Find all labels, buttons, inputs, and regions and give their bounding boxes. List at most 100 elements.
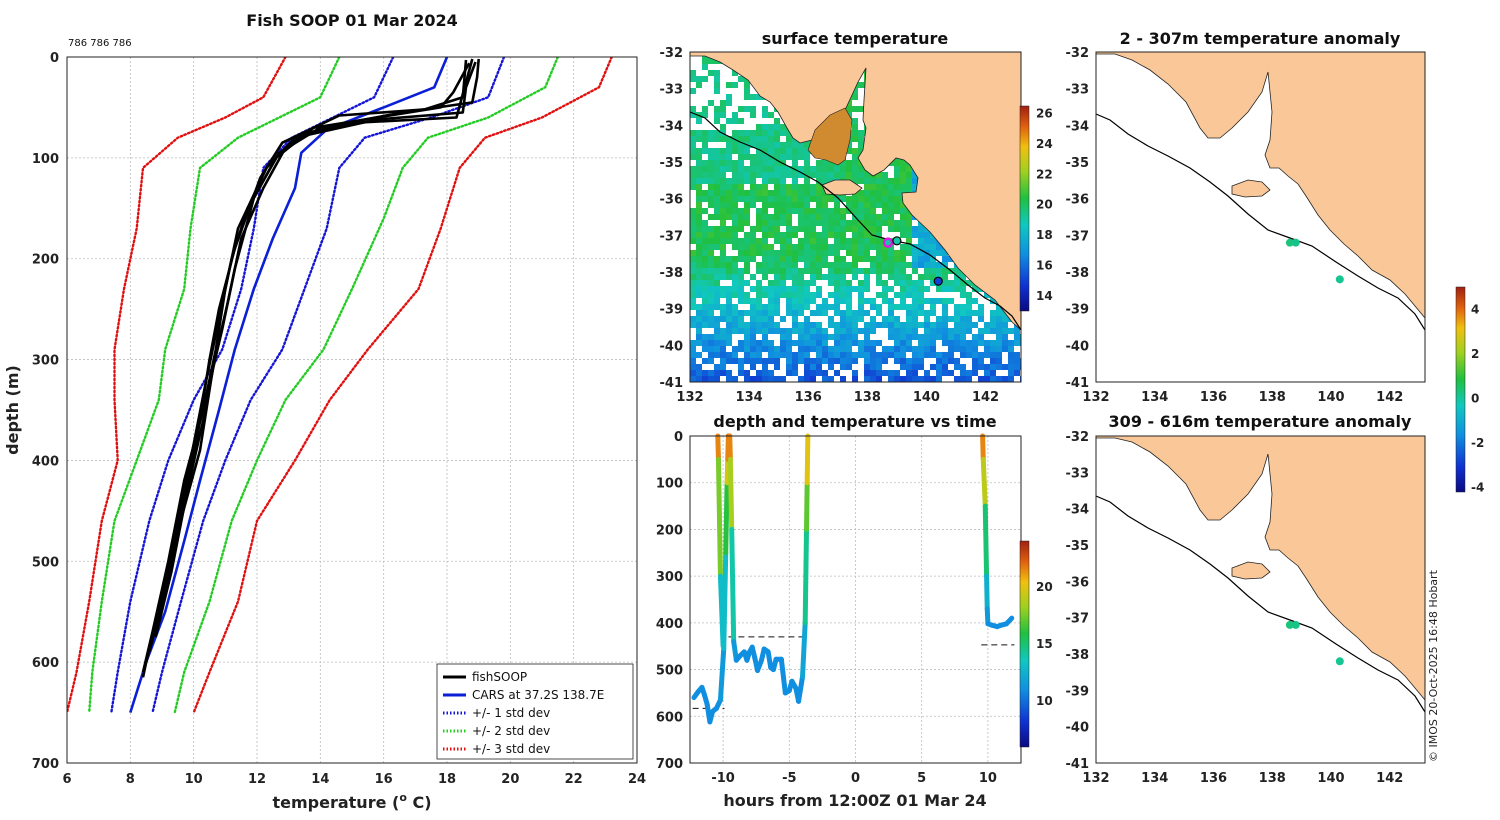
sst-cell: [918, 340, 924, 346]
profile-y-tick-label: 100: [32, 152, 59, 167]
series-std2: [173, 57, 559, 714]
sst-cell: [912, 232, 918, 238]
sst-cell: [852, 352, 858, 358]
sst-cell: [930, 322, 936, 328]
sst-cell: [888, 334, 894, 340]
sst-cell: [792, 154, 798, 160]
sst-cell: [840, 268, 846, 274]
sst-cell: [750, 184, 756, 190]
sst-cell: [900, 292, 906, 298]
sst-cell: [888, 286, 894, 292]
sst-cell: [888, 214, 894, 220]
sst-cell: [768, 280, 774, 286]
sst-cell: [840, 220, 846, 226]
sst-cell: [714, 172, 720, 178]
sst-cell: [780, 166, 786, 172]
sst-cell: [756, 94, 762, 100]
sst-cell: [708, 178, 714, 184]
sst-cell: [744, 154, 750, 160]
sst-cell: [822, 340, 828, 346]
sst-cell: [810, 226, 816, 232]
sst-cell: [918, 226, 924, 232]
sst-cell: [840, 166, 846, 172]
sst-cell: [750, 112, 756, 118]
sst-cell: [888, 178, 894, 184]
sst-cell: [828, 232, 834, 238]
sst-cell: [912, 364, 918, 370]
sst-cell: [708, 370, 714, 376]
sst-cell: [762, 208, 768, 214]
sst-cell: [936, 316, 942, 322]
sst-cell: [762, 304, 768, 310]
sst-cell: [912, 304, 918, 310]
sst-cell: [978, 352, 984, 358]
sst-cell: [930, 298, 936, 304]
sst-cell: [708, 232, 714, 238]
sst-cell: [894, 250, 900, 256]
sst-cell: [858, 202, 864, 208]
sst-cell: [762, 136, 768, 142]
sst-cell: [720, 154, 726, 160]
sst-cell: [960, 292, 966, 298]
sst-cell: [786, 220, 792, 226]
sst-cell: [750, 328, 756, 334]
sst-cell: [972, 352, 978, 358]
sst-cell: [750, 256, 756, 262]
sst-cell: [894, 280, 900, 286]
sst-cell: [762, 220, 768, 226]
sst-cell: [744, 148, 750, 154]
sst-cell: [744, 244, 750, 250]
sst-cell: [708, 316, 714, 322]
sst-cell: [954, 322, 960, 328]
sst-cell: [894, 346, 900, 352]
sst-cell: [888, 268, 894, 274]
sst-cell: [732, 214, 738, 220]
anomaly-lower-y-tick-label: -40: [1066, 721, 1090, 736]
series-std2: [88, 57, 341, 714]
sst-cell: [900, 208, 906, 214]
sst-cell: [834, 172, 840, 178]
sst-cell: [804, 244, 810, 250]
sst-cell: [762, 160, 768, 166]
sst-cell: [936, 364, 942, 370]
sst-cell: [786, 202, 792, 208]
sst-cell: [840, 310, 846, 316]
sst-cell: [972, 370, 978, 376]
sst-cell: [720, 166, 726, 172]
timeseries-track-segment: [778, 656, 788, 696]
sst-cell: [906, 232, 912, 238]
sst-cell: [798, 148, 804, 154]
sst-cell: [762, 328, 768, 334]
sst-cell: [894, 322, 900, 328]
sst-cell: [822, 298, 828, 304]
sst-cell: [690, 184, 696, 190]
sst-cell: [858, 214, 864, 220]
sst-cell: [810, 292, 816, 298]
sst-cell: [726, 286, 732, 292]
anomaly-upper-y-ticks: -32-33-34-35-36-37-38-39-40-41: [1066, 46, 1090, 391]
sst-cell: [828, 250, 834, 256]
sst-cell: [954, 274, 960, 280]
sst-cell: [876, 244, 882, 250]
sst-cell: [924, 370, 930, 376]
sst-cell: [846, 346, 852, 352]
sst-cell: [726, 118, 732, 124]
sst-cell: [738, 76, 744, 82]
sst-cell: [786, 262, 792, 268]
profile-y-tick-label: 600: [32, 656, 59, 671]
sst-cell: [708, 154, 714, 160]
sst-cell: [726, 82, 732, 88]
sst-cell: [870, 256, 876, 262]
sst-cell: [834, 370, 840, 376]
sst-cell: [798, 328, 804, 334]
copyright-stamp: © IMOS 20-Oct-2025 16:48 Hobart: [1427, 569, 1440, 762]
sst-y-ticks: -32-33-34-35-36-37-38-39-40-41: [660, 46, 684, 391]
sst-cell: [708, 202, 714, 208]
sst-cell: [978, 376, 984, 382]
sst-cell: [924, 256, 930, 262]
anomaly-lower-kangaroo-island: [1231, 561, 1271, 580]
sst-cell: [690, 370, 696, 376]
sst-cell: [894, 292, 900, 298]
sst-cell: [726, 136, 732, 142]
sst-cell: [870, 220, 876, 226]
